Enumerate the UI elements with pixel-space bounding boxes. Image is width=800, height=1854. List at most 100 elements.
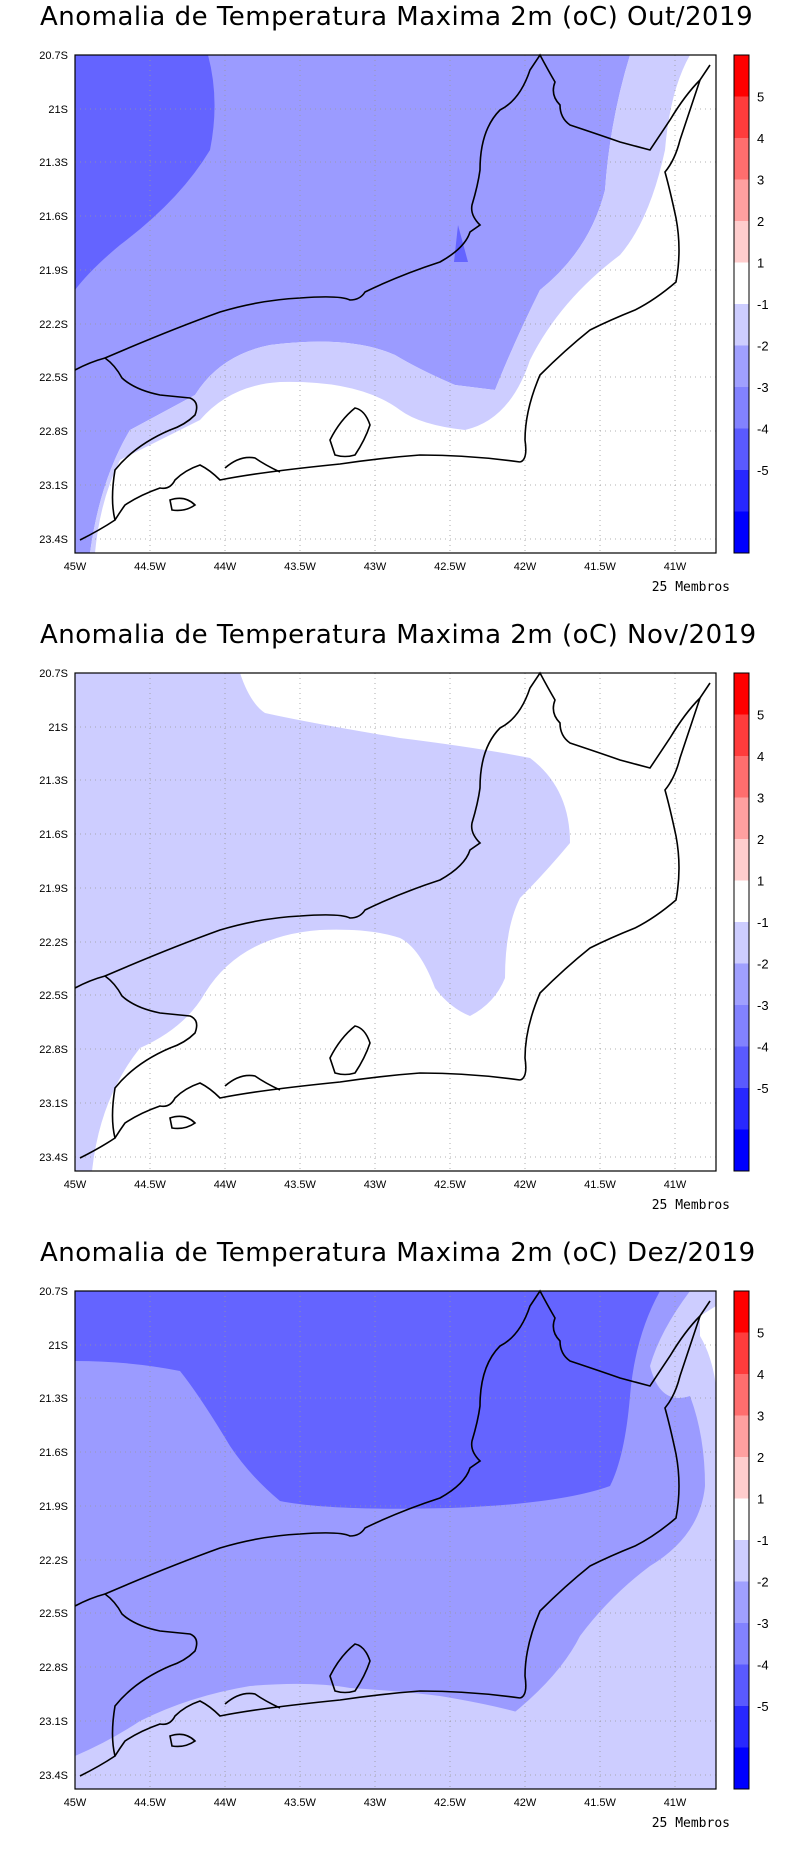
- lon-axis: 45W 44.5W 44W 43.5W 43W 42.5W 42W 41.5W …: [64, 1179, 687, 1191]
- color-legend: 5 4 3 2 1 -1 -2 -3 -4 -5: [733, 54, 769, 554]
- legend-swatch: [734, 1415, 749, 1457]
- legend-label: -1: [757, 915, 769, 930]
- grid-lines: [75, 1291, 716, 1789]
- coastline-borders: [74, 1289, 711, 1777]
- shading-layer: [75, 55, 716, 553]
- legend-swatch: [734, 1664, 749, 1706]
- svg-text:44.5W: 44.5W: [134, 561, 166, 573]
- map-panel-nov: Anomalia de Temperatura Maxima 2m (oC) N…: [0, 618, 800, 1236]
- svg-text:43W: 43W: [364, 1797, 387, 1809]
- panel-title: Anomalia de Temperatura Maxima 2m (oC) O…: [40, 2, 754, 32]
- map-oct: 20.7S 21S 21.3S 21.6S 21.9S 22.2S 22.5S …: [39, 50, 769, 573]
- svg-text:23.4S: 23.4S: [39, 1152, 68, 1164]
- legend-label: 3: [757, 791, 764, 806]
- svg-text:21.9S: 21.9S: [39, 883, 68, 895]
- legend-swatch: [734, 1332, 749, 1374]
- legend-swatch: [734, 428, 749, 470]
- legend-swatch: [734, 1374, 749, 1416]
- svg-text:43.5W: 43.5W: [284, 1179, 316, 1191]
- svg-text:21.3S: 21.3S: [39, 157, 68, 169]
- lat-axis: 20.7S 21S 21.3S 21.6S 21.9S 22.2S 22.5S …: [39, 668, 68, 1164]
- legend-label: 5: [757, 708, 764, 723]
- legend-label: 3: [757, 173, 764, 188]
- svg-text:43.5W: 43.5W: [284, 561, 316, 573]
- legend-label: -3: [757, 1616, 769, 1631]
- svg-text:20.7S: 20.7S: [39, 668, 68, 680]
- svg-text:21.6S: 21.6S: [39, 829, 68, 841]
- members-label: 25 Membros: [651, 1198, 730, 1213]
- legend-label: 2: [757, 214, 764, 229]
- legend-label: -5: [757, 1081, 769, 1096]
- legend-label: -2: [757, 339, 769, 354]
- svg-text:43.5W: 43.5W: [284, 1797, 316, 1809]
- panel-title: Anomalia de Temperatura Maxima 2m (oC) N…: [40, 620, 757, 650]
- svg-text:21.9S: 21.9S: [39, 1501, 68, 1513]
- legend-swatch: [734, 138, 749, 180]
- lon-axis: 45W 44.5W 44W 43.5W 43W 42.5W 42W 41.5W …: [64, 1797, 687, 1809]
- map-panel-dec: Anomalia de Temperatura Maxima 2m (oC) D…: [0, 1236, 800, 1854]
- lat-axis: 20.7S 21S 21.3S 21.6S 21.9S 22.2S 22.5S …: [39, 50, 68, 546]
- legend-swatch: [734, 963, 749, 1005]
- svg-text:41.5W: 41.5W: [584, 561, 616, 573]
- legend-label: -1: [757, 297, 769, 312]
- legend-swatch: [734, 1005, 749, 1047]
- svg-text:21.6S: 21.6S: [39, 1447, 68, 1459]
- legend-label: 4: [757, 131, 764, 146]
- legend-label: -3: [757, 998, 769, 1013]
- svg-text:41.5W: 41.5W: [584, 1179, 616, 1191]
- svg-text:43W: 43W: [364, 1179, 387, 1191]
- legend-swatch: [734, 1088, 749, 1130]
- shading-layer: [75, 1291, 716, 1789]
- members-label: 25 Membros: [651, 1816, 730, 1831]
- svg-text:42W: 42W: [514, 561, 537, 573]
- svg-text:21.3S: 21.3S: [39, 775, 68, 787]
- svg-text:22.8S: 22.8S: [39, 1044, 68, 1056]
- legend-swatch: [734, 1291, 749, 1333]
- legend-swatch: [734, 797, 749, 839]
- legend-label: 4: [757, 749, 764, 764]
- legend-swatch: [734, 714, 749, 756]
- svg-text:44.5W: 44.5W: [134, 1179, 166, 1191]
- svg-text:22.2S: 22.2S: [39, 937, 68, 949]
- svg-text:45W: 45W: [64, 561, 87, 573]
- svg-text:42W: 42W: [514, 1797, 537, 1809]
- svg-text:44.5W: 44.5W: [134, 1797, 166, 1809]
- legend-swatch: [734, 1581, 749, 1623]
- legend-label: 1: [757, 256, 764, 271]
- legend-label: -2: [757, 957, 769, 972]
- color-legend: 5 4 3 2 1 -1 -2 -3 -4 -5: [733, 1290, 769, 1790]
- legend-frame: [733, 672, 750, 1172]
- svg-text:21S: 21S: [48, 104, 68, 116]
- legend-swatch: [734, 880, 749, 922]
- legend-swatch: [734, 179, 749, 221]
- svg-text:43W: 43W: [364, 561, 387, 573]
- svg-text:22.5S: 22.5S: [39, 990, 68, 1002]
- map-panel-oct: Anomalia de Temperatura Maxima 2m (oC) O…: [0, 0, 800, 618]
- legend-label: 2: [757, 1450, 764, 1465]
- svg-text:20.7S: 20.7S: [39, 50, 68, 62]
- coastline-borders: [74, 671, 711, 1159]
- panel-title: Anomalia de Temperatura Maxima 2m (oC) D…: [40, 1238, 756, 1268]
- svg-text:41W: 41W: [664, 1797, 687, 1809]
- svg-text:20.7S: 20.7S: [39, 1286, 68, 1298]
- lat-axis: 20.7S 21S 21.3S 21.6S 21.9S 22.2S 22.5S …: [39, 1286, 68, 1782]
- svg-text:23.4S: 23.4S: [39, 534, 68, 546]
- legend-swatch: [734, 387, 749, 429]
- svg-text:44W: 44W: [214, 1179, 237, 1191]
- grid-lines: [75, 673, 716, 1171]
- legend-label: 5: [757, 1326, 764, 1341]
- legend-swatch: [734, 470, 749, 512]
- svg-text:22.2S: 22.2S: [39, 1555, 68, 1567]
- svg-text:23.1S: 23.1S: [39, 1716, 68, 1728]
- legend-label: -3: [757, 380, 769, 395]
- svg-text:23.1S: 23.1S: [39, 1098, 68, 1110]
- svg-text:23.4S: 23.4S: [39, 1770, 68, 1782]
- lon-axis: 45W 44.5W 44W 43.5W 43W 42.5W 42W 41.5W …: [64, 561, 687, 573]
- legend-swatch: [734, 756, 749, 798]
- legend-label: -4: [757, 1040, 769, 1055]
- legend-swatch: [734, 221, 749, 263]
- svg-text:45W: 45W: [64, 1179, 87, 1191]
- coastline-borders: [74, 53, 711, 541]
- legend-label: -5: [757, 1699, 769, 1714]
- legend-swatch: [734, 511, 749, 553]
